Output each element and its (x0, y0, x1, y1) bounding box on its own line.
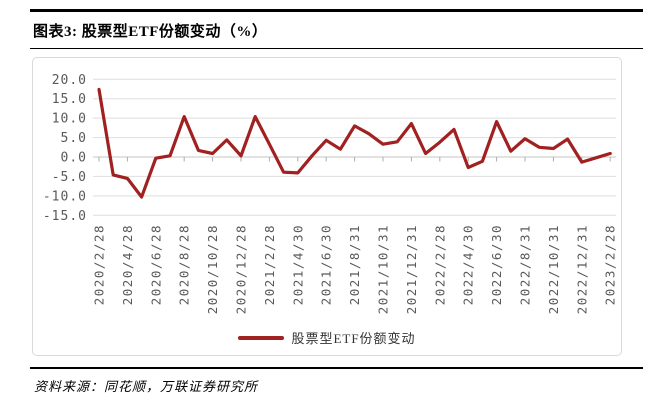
figure-title: 图表3: 股票型ETF份额变动（%） (33, 24, 268, 40)
y-tick-label: 15.0 (52, 92, 87, 107)
x-tick-label: 2022/12/31 (574, 224, 589, 314)
x-tick-label: 2020/2/28 (92, 224, 107, 305)
x-tick-label: 2022/6/30 (489, 224, 504, 305)
x-tick-label: 2021/10/31 (376, 224, 391, 314)
x-tick-label: 2023/2/28 (603, 224, 618, 305)
x-tick-label: 2021/8/31 (347, 224, 362, 305)
x-tick-label: 2022/10/31 (546, 224, 561, 314)
y-tick-label: 0.0 (61, 151, 87, 166)
top-divider-rule (30, 9, 643, 12)
y-tick-label: 20.0 (52, 73, 87, 88)
chart-container: 20.0 15.0 10.0 5.0 0.0 -5.0 -10.0 -15.0 2020/2/2… (32, 57, 622, 356)
x-tick-label: 2021/12/31 (404, 224, 419, 314)
x-tick-label: 2020/12/28 (234, 224, 249, 314)
x-tick-label: 2021/6/30 (319, 224, 334, 305)
etf-share-change-line-chart: 20.0 15.0 10.0 5.0 0.0 -5.0 -10.0 -15.0 2020/2/2… (43, 73, 618, 314)
y-tick-label: -10.0 (43, 189, 87, 204)
x-tick-label: 2022/8/31 (518, 224, 533, 305)
x-tick-label: 2022/4/30 (461, 224, 476, 305)
legend-line-marker (238, 335, 285, 340)
chart-legend: 股票型ETF份额变动 (33, 328, 621, 347)
data-source-note: 资料来源：同花顺，万联证券研究所 (34, 379, 259, 394)
x-tick-label: 2020/6/28 (148, 224, 163, 305)
x-tick-label: 2020/4/28 (120, 224, 135, 305)
y-tick-label: 5.0 (61, 131, 87, 146)
y-tick-label: -5.0 (52, 170, 87, 185)
x-tick-label: 2021/2/28 (262, 224, 277, 305)
title-divider-rule (30, 48, 643, 49)
x-tick-label: 2021/4/30 (290, 224, 305, 305)
y-tick-label: -15.0 (43, 209, 87, 224)
x-tick-label: 2020/8/28 (177, 224, 192, 305)
bottom-divider-rule (30, 367, 643, 369)
y-tick-label: 10.0 (52, 112, 87, 127)
legend-label: 股票型ETF份额变动 (291, 331, 416, 346)
etf-share-change-series-line (97, 87, 612, 199)
x-tick-label: 2020/10/28 (205, 224, 220, 314)
x-tick-label: 2022/2/28 (432, 224, 447, 305)
